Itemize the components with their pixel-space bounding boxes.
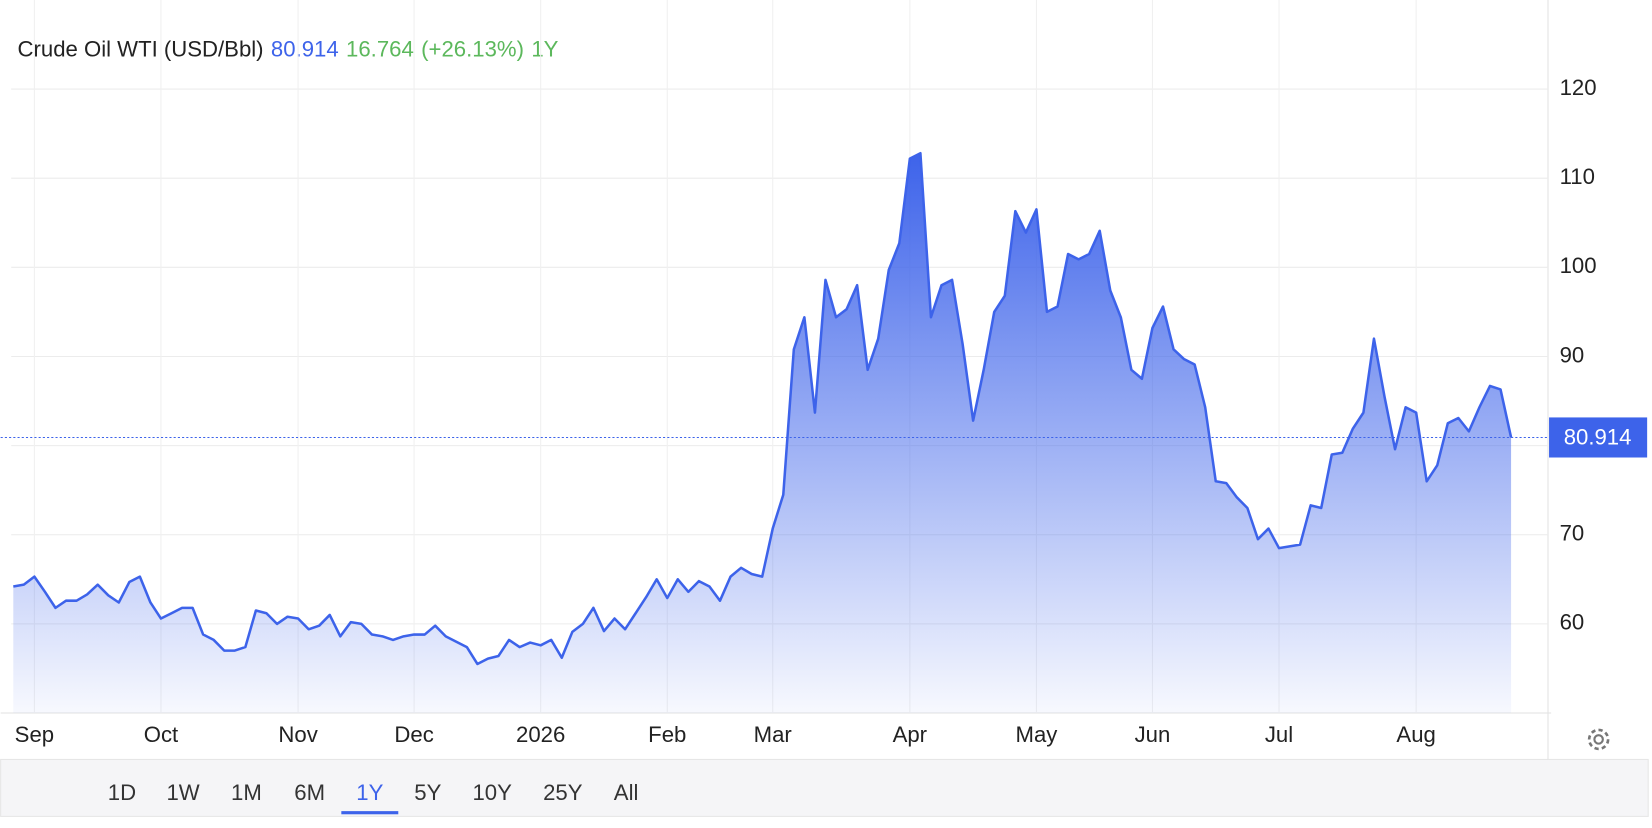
x-tick-label: Feb [648, 722, 686, 747]
y-tick-label: 100 [1560, 253, 1597, 278]
x-tick-label: Nov [278, 722, 317, 747]
y-tick-label: 120 [1560, 75, 1597, 100]
area-fill [13, 153, 1512, 714]
range-button[interactable]: 5Y [414, 780, 441, 805]
x-tick-label: Mar [754, 722, 792, 747]
header-text: 16.764 [346, 36, 414, 61]
range-button[interactable]: 1D [108, 780, 136, 805]
header-text: (+26.13%) [421, 36, 524, 61]
header-text: Crude Oil WTI (USD/Bbl) [18, 36, 264, 61]
settings-icon[interactable] [1587, 728, 1610, 751]
gear-teeth [1587, 728, 1610, 751]
x-tick-label: Oct [144, 722, 178, 747]
x-tick-label: 2026 [516, 722, 565, 747]
price-line [13, 151, 1513, 666]
range-button[interactable]: 6M [294, 780, 325, 805]
x-tick-label: Jul [1265, 722, 1293, 747]
range-button[interactable]: 10Y [472, 780, 512, 805]
header: Crude Oil WTI (USD/Bbl) 80.914 16.764 (+26.… [18, 36, 559, 61]
x-tick-label: Aug [1396, 722, 1435, 747]
header-text: 80.914 [271, 36, 339, 61]
range-button[interactable]: 1Y [356, 780, 383, 805]
range-selected-underline [341, 811, 399, 815]
x-tick-label: Sep [15, 722, 54, 747]
y-tick-label: 110 [1560, 164, 1595, 189]
x-tick-label: May [1016, 722, 1059, 747]
range-button[interactable]: All [614, 780, 639, 805]
range-button[interactable]: 1W [167, 780, 200, 805]
y-tick-label: 60 [1560, 610, 1585, 635]
y-tick-label: 90 [1560, 342, 1585, 367]
gear-hub [1593, 734, 1604, 745]
range-button[interactable]: 25Y [543, 780, 583, 805]
range-button[interactable]: 1M [231, 780, 262, 805]
y-tick-label: 70 [1560, 521, 1585, 546]
last-price-box [1549, 417, 1648, 458]
x-tick-label: Apr [893, 722, 927, 747]
x-tick-label: Jun [1135, 722, 1171, 747]
range-bar [0, 758, 1649, 817]
last-price-label: 80.914 [1564, 424, 1632, 449]
header-text: 1Y [531, 36, 558, 61]
x-tick-label: Dec [394, 722, 433, 747]
